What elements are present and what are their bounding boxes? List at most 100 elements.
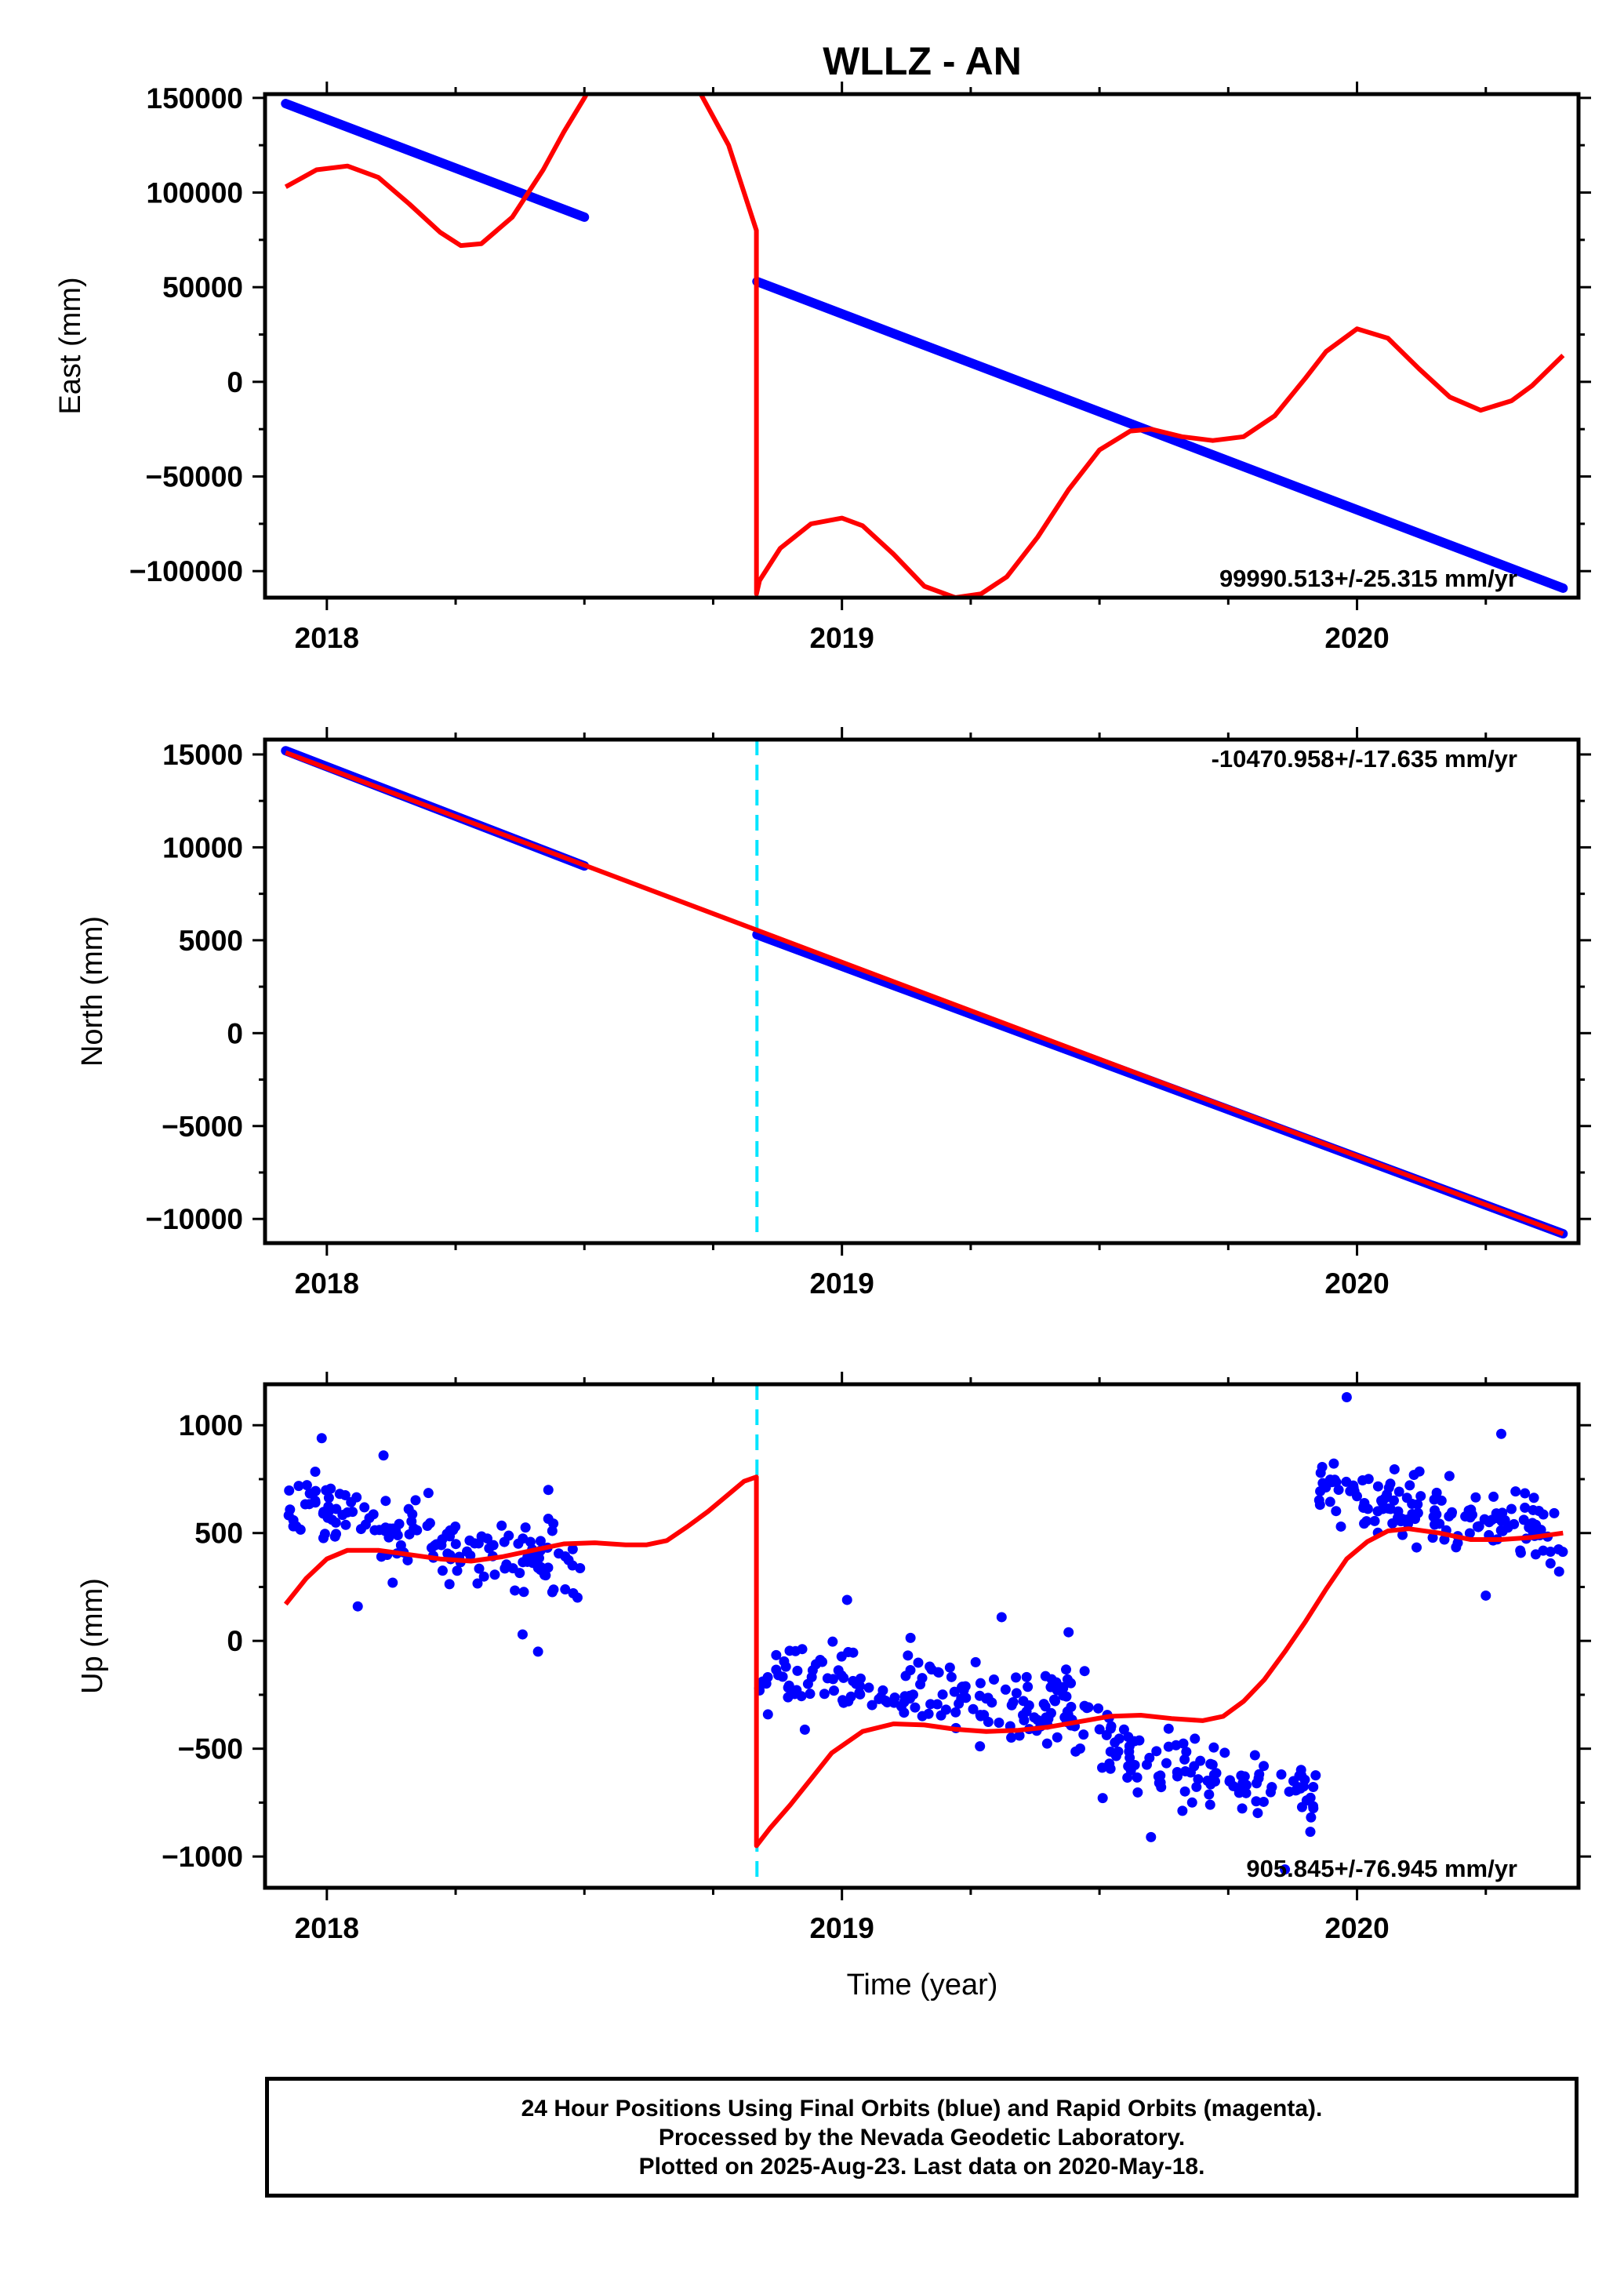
rate-annotation: -10470.958+/-17.635 mm/yr — [1212, 745, 1517, 773]
y-axis-label: Up (mm) — [76, 1578, 109, 1694]
model-curve — [285, 750, 1564, 1237]
data-point — [510, 1585, 521, 1596]
data-point — [410, 1495, 421, 1506]
data-point — [310, 1467, 321, 1478]
y-tick-label: 0 — [227, 1625, 243, 1657]
data-point — [1186, 1797, 1197, 1808]
data-point — [1045, 1682, 1056, 1692]
x-tick-label: 2020 — [1324, 622, 1389, 654]
data-point — [1052, 1732, 1063, 1743]
x-tick-label: 2020 — [1324, 1912, 1389, 1944]
data-point — [575, 1563, 586, 1574]
data-point — [1488, 1491, 1499, 1502]
data-point — [1062, 1674, 1073, 1685]
data-point — [1000, 1684, 1011, 1695]
data-point — [316, 1433, 327, 1444]
y-tick-label: −10000 — [146, 1203, 244, 1235]
data-point — [1382, 1503, 1393, 1514]
data-point — [318, 1532, 329, 1543]
data-point — [514, 1568, 525, 1579]
data-point — [1079, 1666, 1090, 1677]
data-point — [917, 1711, 928, 1722]
data-point — [762, 1672, 773, 1683]
panel-up: 1000 500 0 −500 −1000 2018 2019 2020 Up (mm) 905.… — [76, 1372, 1591, 1944]
data-point — [452, 1565, 463, 1576]
data-point — [1029, 1712, 1040, 1723]
data-point — [1132, 1772, 1143, 1783]
data-point — [838, 1697, 849, 1708]
data-point — [1114, 1733, 1124, 1744]
data-point — [881, 1697, 892, 1708]
data-point — [1259, 1761, 1270, 1772]
data-point — [1393, 1506, 1404, 1517]
data-point — [1208, 1769, 1219, 1780]
data-point — [310, 1495, 321, 1506]
data-point — [1224, 1775, 1235, 1786]
data-point — [1097, 1762, 1108, 1773]
data-point — [444, 1579, 455, 1590]
data-point — [1144, 1752, 1155, 1763]
data-point — [1129, 1736, 1140, 1747]
data-point — [540, 1570, 551, 1581]
data-point — [1499, 1514, 1510, 1525]
footer-line-3: Plotted on 2025-Aug-23. Last data on 202… — [638, 2153, 1205, 2180]
data-point — [1006, 1732, 1017, 1743]
data-point — [1357, 1475, 1368, 1486]
data-point — [1434, 1518, 1445, 1529]
data-point — [567, 1543, 578, 1554]
data-point — [517, 1629, 528, 1640]
data-point — [851, 1678, 862, 1689]
data-point — [1132, 1787, 1143, 1798]
data-series-1 — [281, 99, 590, 222]
data-point — [499, 1536, 510, 1547]
y-tick-label: 5000 — [179, 925, 243, 957]
data-point — [954, 1698, 965, 1709]
data-point — [1276, 1769, 1287, 1780]
data-point — [866, 1700, 877, 1711]
data-point — [1125, 1765, 1136, 1776]
data-point — [957, 1682, 968, 1692]
data-point — [946, 1671, 957, 1682]
data-point — [331, 1503, 342, 1514]
data-point — [325, 1483, 336, 1494]
data-point — [360, 1519, 371, 1530]
data-point — [903, 1650, 914, 1661]
data-point — [1335, 1521, 1346, 1532]
data-series-2 — [752, 276, 1568, 593]
data-point — [1429, 1494, 1440, 1505]
data-point — [293, 1481, 304, 1492]
data-point — [975, 1678, 986, 1689]
data-point — [1018, 1696, 1029, 1707]
data-point — [1407, 1498, 1418, 1509]
data-point — [283, 1510, 294, 1521]
data-point — [983, 1692, 994, 1703]
data-point — [1023, 1682, 1034, 1692]
y-tick-label: 0 — [227, 366, 243, 398]
y-tick-label: 50000 — [162, 271, 243, 304]
data-point — [1321, 1482, 1332, 1493]
data-point — [779, 1656, 790, 1667]
data-point — [340, 1519, 351, 1530]
data-point — [1204, 1789, 1215, 1800]
data-point — [1021, 1671, 1032, 1682]
data-point — [403, 1503, 414, 1514]
data-point — [518, 1557, 529, 1568]
data-point — [1249, 1750, 1260, 1761]
y-tick-label: 0 — [227, 1017, 243, 1049]
data-point — [1411, 1542, 1422, 1553]
data-point — [548, 1584, 559, 1595]
x-tick-label: 2018 — [295, 1267, 359, 1300]
data-point — [1161, 1758, 1172, 1769]
data-point — [1011, 1672, 1022, 1683]
data-point — [1191, 1781, 1202, 1792]
data-point — [1185, 1767, 1196, 1778]
data-point — [1414, 1466, 1425, 1477]
data-point — [387, 1577, 398, 1588]
data-point — [1506, 1503, 1517, 1514]
data-point — [450, 1539, 461, 1550]
data-point — [378, 1450, 389, 1461]
data-point — [810, 1659, 821, 1670]
data-point — [1038, 1699, 1049, 1710]
data-point — [1404, 1480, 1415, 1491]
data-point — [464, 1535, 475, 1546]
